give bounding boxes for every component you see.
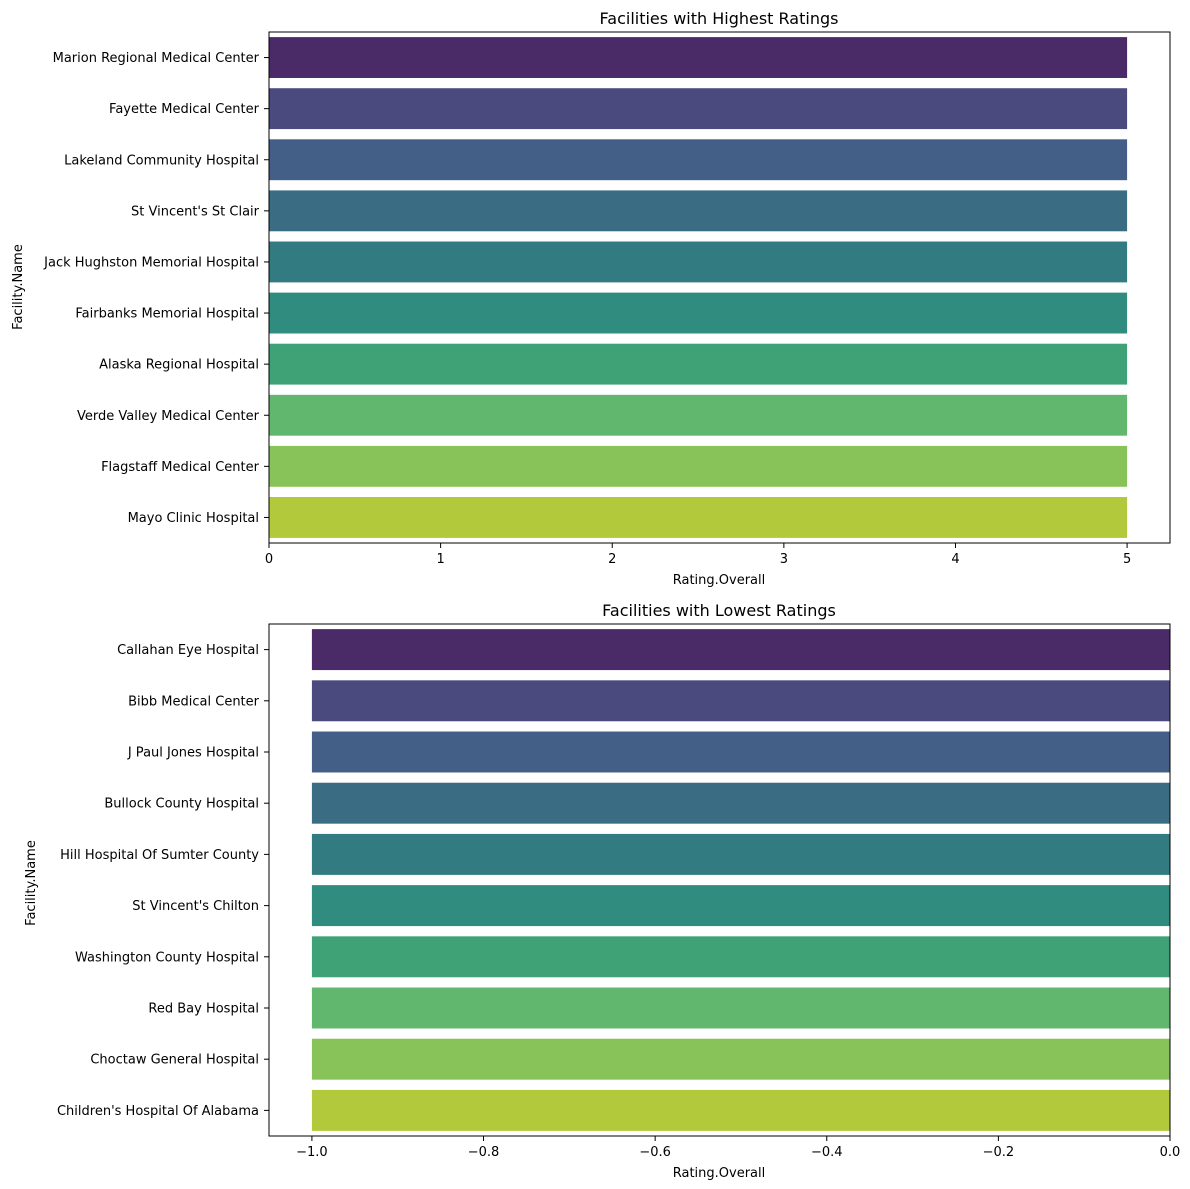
x-tick-label: −0.4 bbox=[811, 1145, 843, 1160]
y-tick-label: St Vincent's Chilton bbox=[132, 899, 259, 914]
y-tick-label: Fairbanks Memorial Hospital bbox=[75, 307, 259, 322]
bar bbox=[311, 782, 1170, 824]
x-tick-label: 4 bbox=[951, 552, 959, 567]
bar-group bbox=[311, 629, 1170, 1131]
bar bbox=[269, 497, 1128, 538]
chart-lowest-ratings: Facilities with Lowest Ratings Callahan … bbox=[24, 601, 1180, 1181]
y-tick-label: Alaska Regional Hospital bbox=[99, 358, 259, 373]
x-tick-label: −1.0 bbox=[296, 1145, 328, 1160]
x-tick-label: −0.2 bbox=[983, 1145, 1015, 1160]
bar-group bbox=[269, 37, 1128, 538]
plot-frame bbox=[268, 623, 1171, 1137]
y-tick-label: St Vincent's St Clair bbox=[131, 204, 260, 219]
bar bbox=[311, 936, 1170, 978]
y-tick-label: Bibb Medical Center bbox=[128, 694, 260, 709]
y-axis-label: Facility.Name bbox=[11, 244, 26, 330]
bar bbox=[311, 987, 1170, 1029]
bar bbox=[269, 190, 1128, 232]
bar bbox=[269, 139, 1128, 181]
y-tick-label: Flagstaff Medical Center bbox=[101, 460, 260, 475]
x-tick-label: 5 bbox=[1123, 552, 1131, 567]
bar bbox=[269, 445, 1128, 487]
x-tick-label: 3 bbox=[780, 552, 788, 567]
y-tick-label: Callahan Eye Hospital bbox=[117, 643, 259, 658]
bar bbox=[311, 680, 1170, 722]
y-tick-label: Lakeland Community Hospital bbox=[64, 153, 259, 168]
bar bbox=[269, 37, 1128, 78]
y-tick-label: Children's Hospital Of Alabama bbox=[57, 1104, 259, 1119]
y-tick-label: Jack Hughston Memorial Hospital bbox=[43, 255, 259, 270]
tick-group: Marion Regional Medical Center Fayette Me… bbox=[43, 51, 1131, 567]
bar bbox=[269, 343, 1128, 385]
y-tick-label: Bullock County Hospital bbox=[104, 797, 259, 812]
bar bbox=[269, 292, 1128, 334]
bar bbox=[311, 833, 1170, 875]
y-axis-label: Facility.Name bbox=[24, 840, 39, 926]
bar bbox=[311, 1038, 1170, 1080]
bar bbox=[311, 1089, 1170, 1131]
y-tick-label: J Paul Jones Hospital bbox=[127, 746, 259, 761]
x-tick-label: 1 bbox=[436, 552, 444, 567]
bar bbox=[311, 731, 1170, 773]
y-tick-label: Verde Valley Medical Center bbox=[77, 409, 260, 424]
x-tick-label: 0 bbox=[265, 552, 273, 567]
bar bbox=[269, 88, 1128, 130]
bar bbox=[269, 241, 1128, 283]
y-tick-label: Choctaw General Hospital bbox=[90, 1053, 259, 1068]
bar bbox=[311, 885, 1170, 927]
x-axis-label: Rating.Overall bbox=[673, 573, 766, 588]
chart-title: Facilities with Highest Ratings bbox=[600, 9, 839, 28]
x-tick-label: −0.6 bbox=[639, 1145, 671, 1160]
y-tick-label: Mayo Clinic Hospital bbox=[128, 511, 259, 526]
x-axis-label: Rating.Overall bbox=[673, 1166, 766, 1181]
y-tick-label: Fayette Medical Center bbox=[109, 102, 260, 117]
x-tick-label: −0.8 bbox=[468, 1145, 500, 1160]
bar bbox=[269, 394, 1128, 436]
y-tick-label: Red Bay Hospital bbox=[148, 1002, 259, 1017]
bar bbox=[311, 629, 1170, 671]
tick-group: Callahan Eye Hospital Bibb Medical Center… bbox=[57, 643, 1180, 1160]
x-tick-label: 2 bbox=[608, 552, 616, 567]
chart-highest-ratings: Facilities with Highest Ratings Marion R… bbox=[11, 9, 1171, 588]
plot-frame bbox=[268, 31, 1171, 544]
y-tick-label: Washington County Hospital bbox=[75, 950, 259, 965]
y-tick-label: Marion Regional Medical Center bbox=[53, 51, 260, 66]
chart-title: Facilities with Lowest Ratings bbox=[602, 601, 836, 620]
y-tick-label: Hill Hospital Of Sumter County bbox=[60, 848, 259, 863]
x-tick-label: 0.0 bbox=[1160, 1145, 1181, 1160]
